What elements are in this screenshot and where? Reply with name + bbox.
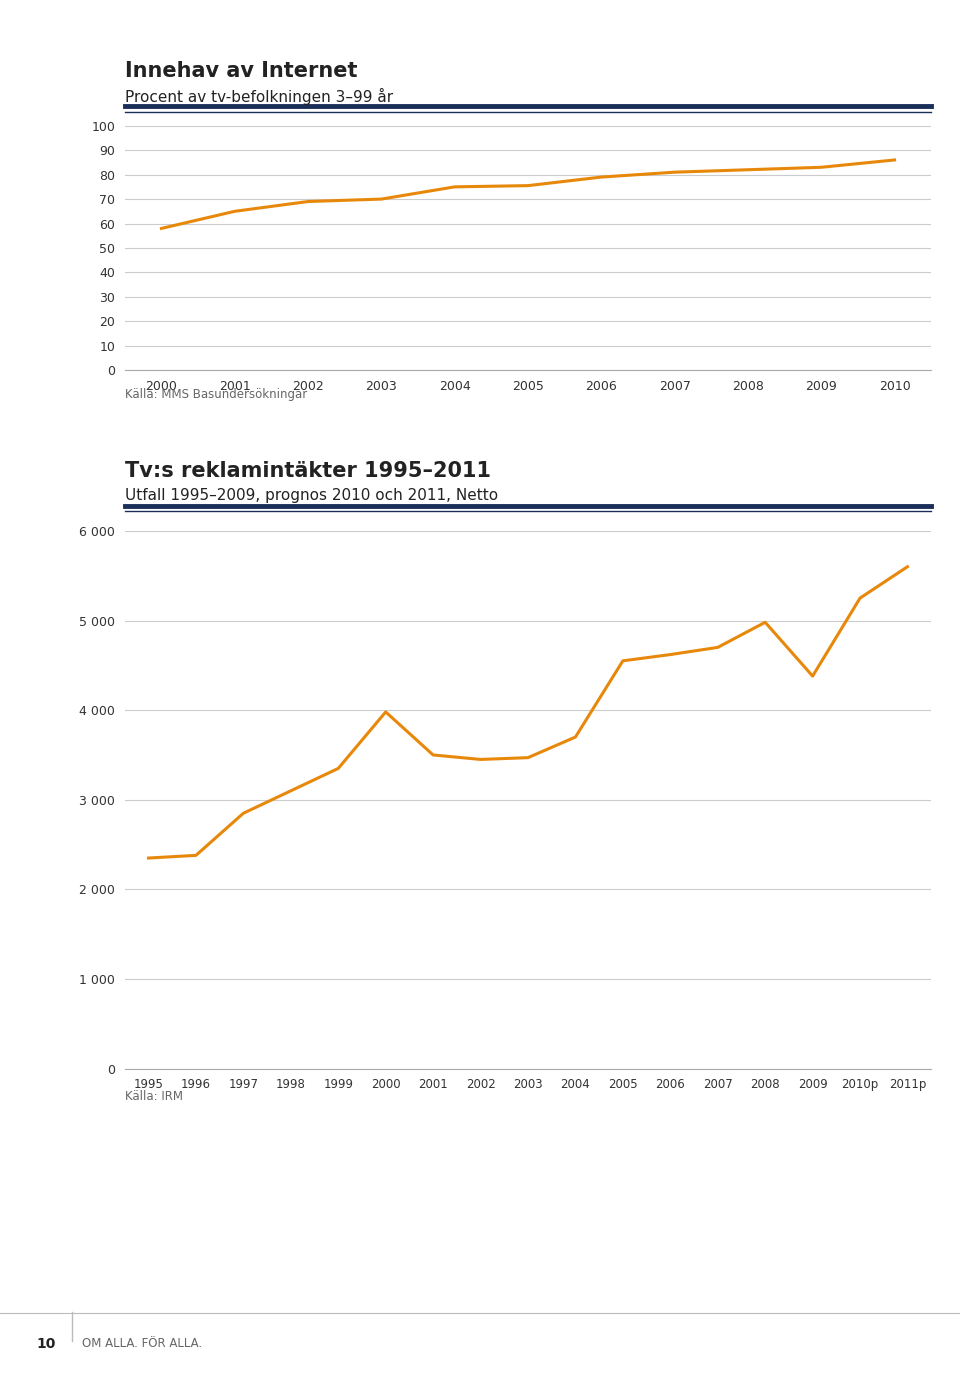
Text: 10: 10 xyxy=(36,1337,56,1351)
Text: Källa: MMS Basundersökningar: Källa: MMS Basundersökningar xyxy=(125,388,307,401)
Text: Tv:s reklamintäkter 1995–2011: Tv:s reklamintäkter 1995–2011 xyxy=(125,461,491,481)
Text: Utfall 1995–2009, prognos 2010 och 2011, Netto: Utfall 1995–2009, prognos 2010 och 2011,… xyxy=(125,488,498,503)
Text: Källa: IRM: Källa: IRM xyxy=(125,1090,182,1102)
Text: Procent av tv-befolkningen 3–99 år: Procent av tv-befolkningen 3–99 år xyxy=(125,88,393,105)
Text: OM ALLA. FÖR ALLA.: OM ALLA. FÖR ALLA. xyxy=(82,1337,202,1350)
Text: Innehav av Internet: Innehav av Internet xyxy=(125,61,357,81)
